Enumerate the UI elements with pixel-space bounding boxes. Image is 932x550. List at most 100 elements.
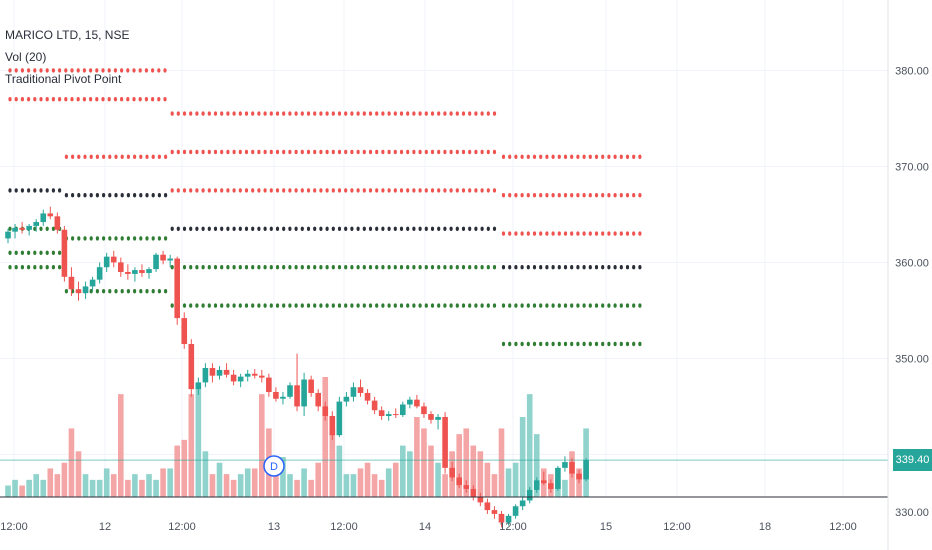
pivot-dot-support [244, 265, 249, 270]
volume-bar [139, 479, 145, 497]
pivot-dot-pivot [232, 226, 236, 231]
pivot-dot-resistance [501, 231, 506, 236]
pivot-dot-resistance [27, 68, 31, 73]
pivot-dot-support [244, 303, 249, 308]
pivot-dot-support [95, 289, 99, 294]
pivot-dot-resistance [306, 149, 311, 155]
pivot-dot-resistance [582, 154, 586, 159]
pivot-dot-support [638, 303, 642, 308]
volume-bar [230, 479, 237, 497]
candle-body [512, 506, 519, 516]
candle-body [280, 396, 286, 399]
pivot-dot-resistance [412, 188, 416, 193]
pivot-dot-resistance [486, 188, 490, 193]
pivot-dot-pivot [139, 193, 143, 198]
pivot-dot-resistance [139, 154, 143, 159]
pivot-dot-pivot [71, 193, 75, 198]
pivot-dot-support [33, 250, 37, 255]
volume-bar [181, 439, 188, 497]
candle-body [519, 500, 526, 507]
legend-indicator[interactable]: Traditional Pivot Point [5, 72, 122, 86]
pivot-dot-resistance [120, 97, 124, 102]
pivot-dot-pivot [582, 265, 586, 270]
pivot-dot-resistance [412, 149, 416, 155]
candle-body [315, 392, 321, 407]
pivot-dot-resistance [545, 193, 549, 198]
pivot-dot-resistance [474, 111, 478, 116]
pivot-dot-pivot [306, 226, 311, 231]
pivot-dot-resistance [132, 97, 136, 102]
pivot-dot-resistance [563, 154, 568, 159]
pivot-dot-resistance [170, 149, 174, 155]
pivot-dot-support [362, 265, 366, 270]
pivot-dot-resistance [313, 111, 317, 116]
pivot-dot-resistance [157, 68, 161, 73]
pivot-dot-resistance [638, 154, 642, 159]
pivot-dot-support [570, 303, 574, 308]
legend-volume[interactable]: Vol (20) [5, 50, 47, 64]
pivot-dot-resistance [601, 193, 605, 198]
pivot-dot-resistance [251, 111, 255, 116]
time-axis[interactable]: 12:00 12 12:00 13 12:00 14 12:00 15 12:00 18 12:00 [0, 521, 857, 533]
pivot-dot-resistance [238, 111, 242, 116]
pivot-dot-support [576, 341, 580, 347]
pivot-dot-pivot [412, 226, 416, 231]
legend: MARICO LTD, 15, NSE Vol (20) Traditional… [5, 24, 129, 90]
pivot-dot-pivot [238, 226, 242, 231]
volume-bar [287, 474, 293, 497]
pivot-dot-resistance [157, 97, 161, 102]
pivot-dot-support [294, 303, 298, 308]
pivot-dot-resistance [424, 188, 428, 193]
pivot-dot-resistance [406, 111, 410, 116]
pivot-dot-support [474, 303, 478, 308]
pivot-dot-pivot [20, 188, 24, 193]
pivot-dot-resistance [486, 149, 490, 155]
candle-body [82, 286, 89, 294]
y-tick-label: 370.00 [895, 161, 929, 173]
pivot-dot-resistance [244, 149, 249, 155]
candle-body [484, 502, 491, 511]
candle-body [505, 515, 512, 523]
pivot-dot-support [269, 265, 273, 270]
pivot-dot-resistance [20, 68, 24, 73]
pivot-dot-support [545, 303, 549, 308]
price-axis[interactable]: 380.00 370.00 360.00 350.00 330.00 [895, 65, 929, 519]
dividend-marker[interactable]: D [263, 455, 285, 477]
y-tick-label: 360.00 [895, 257, 929, 269]
pivot-dot-resistance [399, 188, 404, 193]
pivot-dot-pivot [151, 193, 155, 198]
volume-bar [33, 474, 39, 497]
candle-body [118, 262, 124, 272]
legend-symbol[interactable]: MARICO LTD, 15, NSE [5, 28, 130, 42]
pivot-dot-resistance [632, 193, 636, 198]
pivot-dot-resistance [625, 154, 630, 159]
pivot-dot-support [39, 250, 43, 255]
pivot-dot-resistance [588, 231, 592, 236]
pivot-dot-support [430, 303, 435, 308]
pivot-dot-support [594, 341, 599, 347]
pivot-dot-support [33, 265, 37, 270]
pivot-dot-pivot [480, 226, 484, 231]
pivot-dot-resistance [387, 188, 391, 193]
pivot-dot-resistance [492, 111, 497, 116]
pivot-dot-resistance [594, 231, 599, 236]
pivot-dot-support [20, 265, 24, 270]
pivot-dot-resistance [418, 149, 422, 155]
pivot-dot-resistance [77, 154, 81, 159]
pivot-dot-support [133, 289, 137, 294]
volume-bar [315, 462, 321, 497]
pivot-dot-support [387, 303, 391, 308]
pivot-dot-support [114, 236, 118, 241]
pivot-dot-resistance [619, 154, 623, 159]
pivot-dot-resistance [576, 154, 580, 159]
pivot-dot-resistance [20, 97, 24, 102]
candle-body [442, 416, 448, 468]
pivot-dot-resistance [387, 111, 391, 116]
pivot-dot-support [120, 236, 124, 241]
pivot-dot-pivot [14, 188, 18, 193]
pivot-dot-support [461, 265, 466, 270]
pivot-dot-support [607, 303, 611, 308]
volume-bar [364, 462, 371, 497]
candle-body [26, 225, 32, 230]
